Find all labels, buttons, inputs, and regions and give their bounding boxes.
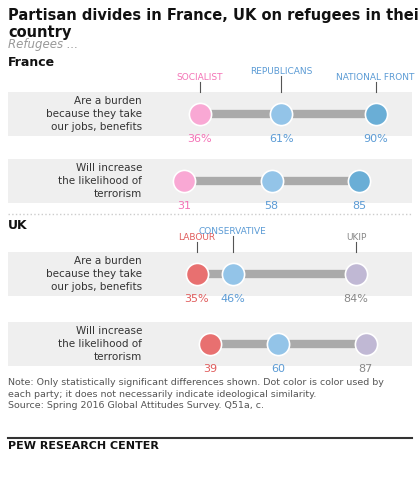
Text: 90%: 90% xyxy=(363,134,388,144)
Bar xyxy=(8,322,412,366)
Text: 35%: 35% xyxy=(184,294,209,304)
Text: France: France xyxy=(8,56,55,69)
Text: REPUBLICANS: REPUBLICANS xyxy=(250,67,312,76)
Text: Will increase
the likelihood of
terrorism: Will increase the likelihood of terroris… xyxy=(58,163,142,199)
Text: Are a burden
because they take
our jobs, benefits: Are a burden because they take our jobs,… xyxy=(46,256,142,292)
Text: Will increase
the likelihood of
terrorism: Will increase the likelihood of terroris… xyxy=(58,326,142,362)
Text: 84%: 84% xyxy=(344,294,368,304)
Text: UK: UK xyxy=(8,219,28,232)
Text: CONSERVATIVE: CONSERVATIVE xyxy=(199,227,266,236)
Text: 46%: 46% xyxy=(220,294,245,304)
Text: NATIONAL FRONT: NATIONAL FRONT xyxy=(336,73,415,82)
Text: PEW RESEARCH CENTER: PEW RESEARCH CENTER xyxy=(8,441,159,451)
Text: Are a burden
because they take
our jobs, benefits: Are a burden because they take our jobs,… xyxy=(46,96,142,132)
Bar xyxy=(8,252,412,296)
Text: 60: 60 xyxy=(271,364,285,374)
Text: 61%: 61% xyxy=(269,134,294,144)
Text: Note: Only statistically significant differences shown. Dot color is color used : Note: Only statistically significant dif… xyxy=(8,378,384,399)
Text: 39: 39 xyxy=(203,364,217,374)
Text: UKIP: UKIP xyxy=(346,233,366,242)
Bar xyxy=(8,92,412,136)
Text: Source: Spring 2016 Global Attitudes Survey. Q51a, c.: Source: Spring 2016 Global Attitudes Sur… xyxy=(8,401,264,410)
Text: 36%: 36% xyxy=(188,134,213,144)
Text: 58: 58 xyxy=(265,201,278,211)
Text: Partisan divides in France, UK on refugees in their
country: Partisan divides in France, UK on refuge… xyxy=(8,8,420,40)
Text: SOCIALIST: SOCIALIST xyxy=(177,73,223,82)
Bar xyxy=(8,159,412,203)
Text: 87: 87 xyxy=(359,364,373,374)
Text: 85: 85 xyxy=(352,201,366,211)
Text: Refugees ...: Refugees ... xyxy=(8,38,78,51)
Text: 31: 31 xyxy=(177,201,191,211)
Text: LABOUR: LABOUR xyxy=(178,233,215,242)
